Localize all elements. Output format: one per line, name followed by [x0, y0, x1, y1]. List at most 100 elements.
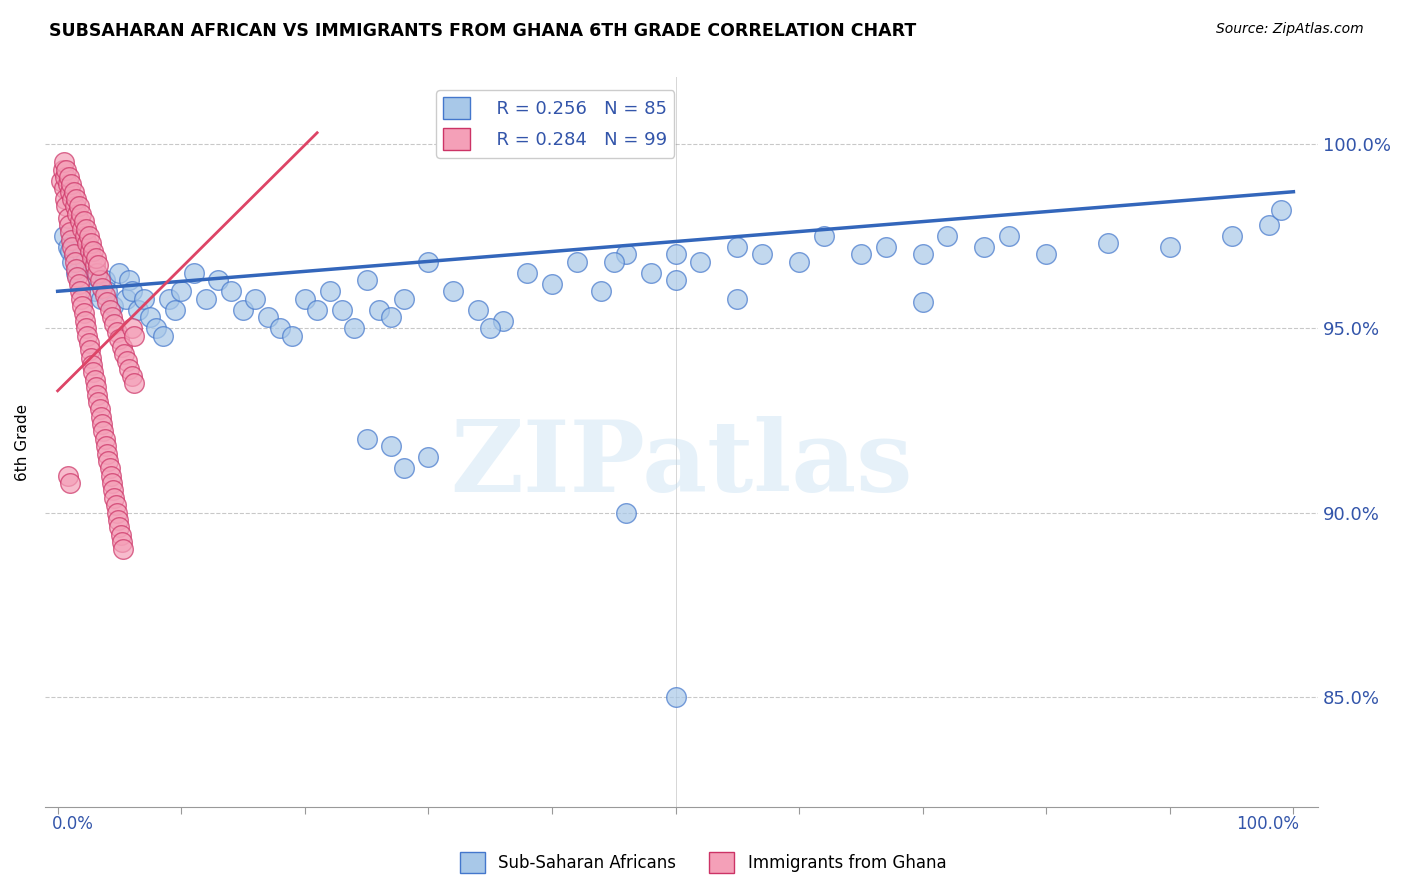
Point — [343, 321, 366, 335]
Point — [121, 321, 143, 335]
Point — [114, 292, 136, 306]
Point — [219, 285, 242, 299]
Point — [66, 269, 89, 284]
Point — [751, 247, 773, 261]
Point — [725, 292, 748, 306]
Point — [108, 520, 131, 534]
Legend: Sub-Saharan Africans, Immigrants from Ghana: Sub-Saharan Africans, Immigrants from Gh… — [453, 846, 953, 880]
Point — [100, 468, 122, 483]
Point — [55, 162, 77, 177]
Point — [62, 240, 84, 254]
Point — [65, 192, 87, 206]
Point — [69, 285, 91, 299]
Point — [787, 254, 810, 268]
Point — [52, 229, 75, 244]
Point — [541, 277, 564, 291]
Point — [294, 292, 316, 306]
Point — [75, 321, 97, 335]
Point — [63, 199, 86, 213]
Legend:   R = 0.256   N = 85,   R = 0.284   N = 99: R = 0.256 N = 85, R = 0.284 N = 99 — [436, 90, 675, 158]
Point — [121, 369, 143, 384]
Point — [69, 229, 91, 244]
Point — [90, 292, 112, 306]
Point — [105, 325, 128, 339]
Point — [157, 292, 180, 306]
Point — [479, 321, 502, 335]
Point — [911, 295, 934, 310]
Point — [59, 225, 82, 239]
Point — [127, 302, 149, 317]
Point — [65, 262, 87, 277]
Point — [103, 318, 125, 332]
Point — [614, 506, 637, 520]
Text: 0.0%: 0.0% — [52, 814, 93, 833]
Point — [66, 207, 89, 221]
Point — [86, 269, 108, 284]
Point — [441, 285, 464, 299]
Point — [664, 247, 686, 261]
Point — [70, 207, 93, 221]
Point — [392, 461, 415, 475]
Point — [51, 174, 73, 188]
Point — [72, 214, 94, 228]
Point — [67, 199, 90, 213]
Point — [307, 302, 329, 317]
Point — [139, 310, 162, 324]
Point — [52, 181, 75, 195]
Point — [76, 236, 98, 251]
Point — [103, 299, 125, 313]
Text: SUBSAHARAN AFRICAN VS IMMIGRANTS FROM GHANA 6TH GRADE CORRELATION CHART: SUBSAHARAN AFRICAN VS IMMIGRANTS FROM GH… — [49, 22, 917, 40]
Point — [87, 259, 110, 273]
Point — [67, 277, 90, 291]
Point — [380, 310, 402, 324]
Point — [103, 491, 125, 505]
Point — [183, 266, 205, 280]
Point — [80, 236, 103, 251]
Point — [69, 214, 91, 228]
Point — [72, 299, 94, 313]
Point — [1220, 229, 1243, 244]
Point — [813, 229, 835, 244]
Point — [52, 162, 75, 177]
Point — [93, 432, 115, 446]
Point — [80, 351, 103, 365]
Point — [91, 280, 114, 294]
Point — [79, 244, 101, 258]
Point — [53, 169, 76, 184]
Point — [122, 328, 145, 343]
Point — [53, 192, 76, 206]
Point — [96, 285, 118, 299]
Point — [118, 273, 141, 287]
Point — [104, 498, 127, 512]
Point — [380, 439, 402, 453]
Point — [84, 380, 107, 394]
Point — [640, 266, 662, 280]
Point — [65, 266, 87, 280]
Point — [72, 247, 94, 261]
Point — [101, 310, 124, 324]
Point — [318, 285, 340, 299]
Point — [96, 446, 118, 460]
Point — [60, 233, 83, 247]
Point — [72, 221, 94, 235]
Point — [1257, 218, 1279, 232]
Point — [79, 343, 101, 358]
Point — [103, 483, 125, 498]
Y-axis label: 6th Grade: 6th Grade — [15, 404, 30, 481]
Point — [90, 409, 112, 424]
Point — [281, 328, 304, 343]
Point — [82, 365, 104, 379]
Point — [82, 262, 104, 277]
Point — [73, 314, 96, 328]
Point — [56, 468, 79, 483]
Point — [76, 328, 98, 343]
Point — [86, 387, 108, 401]
Point — [107, 513, 129, 527]
Point — [875, 240, 897, 254]
Point — [591, 285, 613, 299]
Point — [565, 254, 588, 268]
Point — [72, 306, 94, 320]
Point — [82, 358, 104, 372]
Point — [911, 247, 934, 261]
Text: Source: ZipAtlas.com: Source: ZipAtlas.com — [1216, 22, 1364, 37]
